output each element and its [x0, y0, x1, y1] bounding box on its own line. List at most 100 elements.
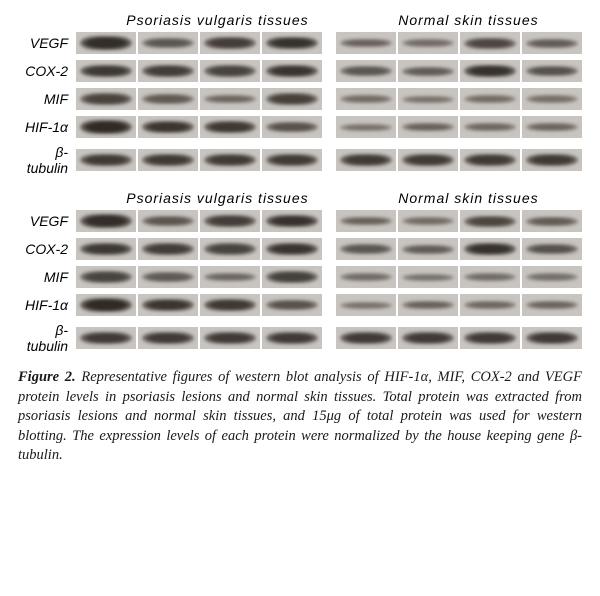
band — [200, 266, 260, 288]
protein-label: COX-2 — [18, 241, 76, 257]
band — [460, 327, 520, 349]
header-normal: Normal skin tissues — [355, 190, 582, 206]
band — [138, 266, 198, 288]
band — [200, 32, 260, 54]
band — [522, 116, 582, 138]
band — [522, 210, 582, 232]
normal-lanes — [336, 60, 582, 82]
blot-row: HIF-1α — [18, 116, 582, 138]
band — [76, 238, 136, 260]
band — [336, 238, 396, 260]
band — [138, 32, 198, 54]
band — [262, 327, 322, 349]
blot-row: MIF — [18, 88, 582, 110]
header-psoriasis: Psoriasis vulgaris tissues — [94, 12, 341, 28]
lane-container — [76, 32, 582, 54]
normal-lanes — [336, 238, 582, 260]
band — [76, 210, 136, 232]
normal-lanes — [336, 88, 582, 110]
band — [76, 116, 136, 138]
band — [522, 32, 582, 54]
band — [398, 32, 458, 54]
band — [76, 60, 136, 82]
header-normal: Normal skin tissues — [355, 12, 582, 28]
blot-row: VEGF — [18, 32, 582, 54]
lane-container — [76, 294, 582, 316]
psoriasis-lanes — [76, 327, 322, 349]
band — [522, 266, 582, 288]
band — [460, 116, 520, 138]
band — [262, 294, 322, 316]
protein-label: HIF-1α — [18, 297, 76, 313]
band — [76, 266, 136, 288]
normal-lanes — [336, 294, 582, 316]
band — [200, 60, 260, 82]
protein-label: VEGF — [18, 35, 76, 51]
band — [262, 60, 322, 82]
band — [138, 149, 198, 171]
band — [460, 60, 520, 82]
psoriasis-lanes — [76, 60, 322, 82]
band — [76, 88, 136, 110]
band — [336, 294, 396, 316]
band — [262, 149, 322, 171]
band — [200, 294, 260, 316]
figure-label: Figure 2. — [18, 369, 76, 385]
blot-row: β-tubulin — [18, 322, 582, 354]
band — [138, 116, 198, 138]
band — [262, 266, 322, 288]
band — [336, 210, 396, 232]
normal-lanes — [336, 116, 582, 138]
band — [398, 327, 458, 349]
normal-lanes — [336, 32, 582, 54]
blot-panel: Psoriasis vulgaris tissues Normal skin ti… — [18, 190, 582, 354]
band — [398, 88, 458, 110]
column-headers: Psoriasis vulgaris tissues Normal skin ti… — [94, 190, 582, 206]
lane-container — [76, 327, 582, 349]
band — [460, 294, 520, 316]
band — [262, 238, 322, 260]
protein-label: MIF — [18, 91, 76, 107]
band — [336, 60, 396, 82]
psoriasis-lanes — [76, 116, 322, 138]
band — [336, 116, 396, 138]
blot-row: β-tubulin — [18, 144, 582, 176]
band — [398, 266, 458, 288]
band — [200, 327, 260, 349]
protein-label: COX-2 — [18, 63, 76, 79]
band — [336, 32, 396, 54]
band — [460, 149, 520, 171]
band — [460, 238, 520, 260]
band — [460, 88, 520, 110]
band — [76, 149, 136, 171]
psoriasis-lanes — [76, 88, 322, 110]
band — [522, 294, 582, 316]
protein-label: β-tubulin — [18, 322, 76, 354]
blot-row: VEGF — [18, 210, 582, 232]
band — [76, 32, 136, 54]
band — [398, 60, 458, 82]
band — [398, 149, 458, 171]
blot-row: HIF-1α — [18, 294, 582, 316]
band — [138, 294, 198, 316]
band — [460, 266, 520, 288]
protein-label: VEGF — [18, 213, 76, 229]
band — [262, 210, 322, 232]
normal-lanes — [336, 266, 582, 288]
band — [200, 116, 260, 138]
psoriasis-lanes — [76, 149, 322, 171]
band — [336, 149, 396, 171]
band — [398, 294, 458, 316]
header-psoriasis: Psoriasis vulgaris tissues — [94, 190, 341, 206]
band — [262, 88, 322, 110]
normal-lanes — [336, 327, 582, 349]
band — [522, 149, 582, 171]
protein-label: MIF — [18, 269, 76, 285]
band — [262, 116, 322, 138]
band — [460, 210, 520, 232]
protein-label: HIF-1α — [18, 119, 76, 135]
band — [138, 210, 198, 232]
column-headers: Psoriasis vulgaris tissues Normal skin ti… — [94, 12, 582, 28]
lane-container — [76, 88, 582, 110]
psoriasis-lanes — [76, 32, 322, 54]
